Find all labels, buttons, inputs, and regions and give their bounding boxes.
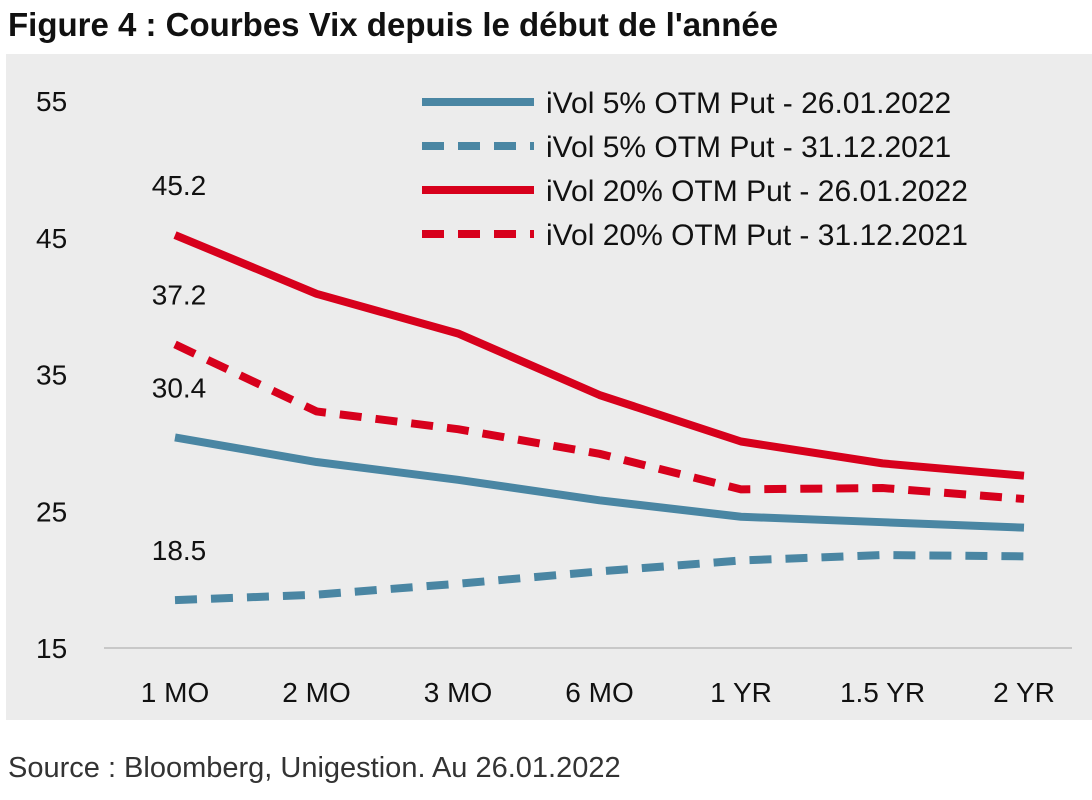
x-tick-label: 2 MO — [282, 677, 350, 708]
x-tick-label: 6 MO — [565, 677, 633, 708]
series-line-0 — [174, 433, 1025, 532]
y-tick-label: 55 — [36, 86, 67, 117]
x-tick-label: 3 MO — [424, 677, 492, 708]
y-tick-label: 35 — [36, 360, 67, 391]
series-line-2 — [173, 231, 1025, 480]
series-line-3 — [173, 340, 1025, 503]
series-line-1 — [174, 551, 1025, 605]
legend-label: iVol 20% OTM Put - 31.12.2021 — [546, 219, 968, 252]
legend-label: iVol 5% OTM Put - 26.01.2022 — [546, 87, 951, 120]
x-tick-label: 1.5 YR — [840, 677, 925, 708]
data-label: 37.2 — [152, 279, 207, 310]
y-tick-label: 25 — [36, 496, 67, 527]
data-label: 45.2 — [152, 170, 207, 201]
x-tick-label: 2 YR — [993, 677, 1055, 708]
x-tick-label: 1 YR — [710, 677, 772, 708]
legend-label: iVol 20% OTM Put - 26.01.2022 — [546, 175, 968, 208]
x-tick-label: 1 MO — [141, 677, 209, 708]
figure-title: Figure 4 : Courbes Vix depuis le début d… — [8, 6, 779, 43]
line-chart: 15 25 35 45 55 1 MO 2 MO 3 MO 6 MO 1 YR 1.5 YR 2 YR… — [36, 86, 1072, 708]
data-label: 18.5 — [152, 535, 207, 566]
y-tick-label: 45 — [36, 223, 67, 254]
source-note: Source : Bloomberg, Unigestion. Au 26.01… — [8, 752, 621, 784]
chart-panel: 15 25 35 45 55 1 MO 2 MO 3 MO 6 MO 1 YR 1.5 YR 2 YR… — [6, 54, 1092, 720]
data-label: 30.4 — [152, 372, 207, 403]
y-tick-label: 15 — [36, 633, 67, 664]
legend-label: iVol 5% OTM Put - 31.12.2021 — [546, 131, 951, 164]
